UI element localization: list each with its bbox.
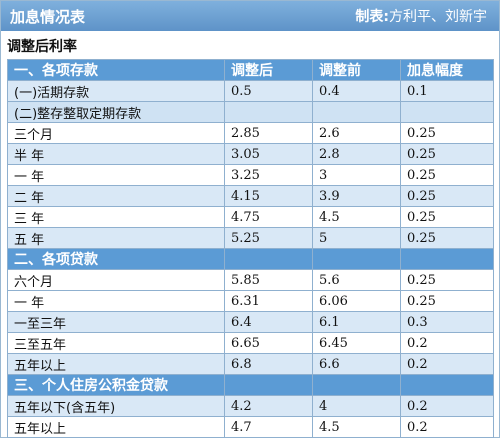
table-row: 三至五年 6.65 6.45 0.2 [7, 332, 494, 354]
adjusted-rate: 4.15 [224, 185, 313, 207]
previous-rate: 6.45 [312, 332, 401, 354]
rate-increase: 0.3 [400, 311, 494, 333]
row-label: 三至五年 [7, 332, 225, 354]
adjusted-rate: 3.05 [224, 143, 313, 165]
adjusted-rate: 4.2 [224, 395, 313, 417]
table-row: (一)活期存款 0.5 0.4 0.1 [7, 80, 494, 102]
table-row: 五年以上 4.7 4.5 0.2 [7, 416, 494, 438]
previous-rate: 6.06 [312, 290, 401, 312]
row-label: (一)活期存款 [7, 80, 225, 102]
header-bar: 加息情况表 制表:方利平、刘新宇 [1, 1, 499, 31]
rate-increase [400, 101, 494, 123]
row-label: 二、各项贷款 [7, 248, 225, 270]
row-label: (二)整存整取定期存款 [7, 101, 225, 123]
row-label: 半 年 [7, 143, 225, 165]
group-header-row: 二、各项贷款 [7, 248, 494, 270]
previous-rate: 2.8 [312, 143, 401, 165]
adjusted-rate: 6.65 [224, 332, 313, 354]
rate-increase: 0.25 [400, 122, 494, 144]
row-label: 六个月 [7, 269, 225, 291]
previous-rate: 4.5 [312, 416, 401, 438]
row-label: 一、各项存款 [7, 59, 225, 81]
table-row: 一 年 6.31 6.06 0.25 [7, 290, 494, 312]
rate-increase: 0.2 [400, 416, 494, 438]
credit-label: 制表: [355, 9, 389, 25]
rate-increase: 0.25 [400, 227, 494, 249]
row-label: 三、个人住房公积金贷款 [7, 374, 225, 396]
rate-increase: 0.25 [400, 164, 494, 186]
adjusted-rate: 2.85 [224, 122, 313, 144]
section-heading: 调整后利率 [7, 39, 77, 55]
previous-rate: 6.6 [312, 353, 401, 375]
table-row: 一 年 3.25 3 0.25 [7, 164, 494, 186]
adjusted-rate [224, 374, 313, 396]
rate-increase: 0.25 [400, 185, 494, 207]
previous-rate [312, 374, 401, 396]
rate-increase: 加息幅度 [400, 59, 494, 81]
previous-rate: 4 [312, 395, 401, 417]
rate-increase: 0.1 [400, 80, 494, 102]
table-row: 六个月 5.85 5.6 0.25 [7, 269, 494, 291]
row-label: 一 年 [7, 290, 225, 312]
previous-rate: 调整前 [312, 59, 401, 81]
previous-rate: 0.4 [312, 80, 401, 102]
previous-rate [312, 101, 401, 123]
previous-rate: 6.1 [312, 311, 401, 333]
table-row: 三 年 4.75 4.5 0.25 [7, 206, 494, 228]
adjusted-rate: 6.8 [224, 353, 313, 375]
rate-increase [400, 374, 494, 396]
adjusted-rate: 3.25 [224, 164, 313, 186]
adjusted-rate [224, 248, 313, 270]
rate-increase [400, 248, 494, 270]
adjusted-rate: 5.85 [224, 269, 313, 291]
table-row: 五年以下(含五年) 4.2 4 0.2 [7, 395, 494, 417]
previous-rate: 4.5 [312, 206, 401, 228]
row-label: 二 年 [7, 185, 225, 207]
rate-increase: 0.2 [400, 332, 494, 354]
table-row: 二 年 4.15 3.9 0.25 [7, 185, 494, 207]
rate-increase: 0.25 [400, 206, 494, 228]
table-row: 半 年 3.05 2.8 0.25 [7, 143, 494, 165]
row-label: 五年以上 [7, 353, 225, 375]
rate-increase: 0.2 [400, 395, 494, 417]
adjusted-rate: 4.75 [224, 206, 313, 228]
interest-rate-table: 一、各项存款 调整后 调整前 加息幅度 (一)活期存款 0.5 0.4 0.1 (二)整存整取定… [7, 59, 494, 438]
previous-rate: 2.6 [312, 122, 401, 144]
row-label: 五 年 [7, 227, 225, 249]
previous-rate: 5 [312, 227, 401, 249]
row-label: 一至三年 [7, 311, 225, 333]
table-row: 三个月 2.85 2.6 0.25 [7, 122, 494, 144]
interest-rate-table-body: 一、各项存款 调整后 调整前 加息幅度 (一)活期存款 0.5 0.4 0.1 (二)整存整取定… [7, 59, 494, 438]
previous-rate: 3 [312, 164, 401, 186]
table-row: 五 年 5.25 5 0.25 [7, 227, 494, 249]
table-row: 五年以上 6.8 6.6 0.2 [7, 353, 494, 375]
group-header-row: 三、个人住房公积金贷款 [7, 374, 494, 396]
adjusted-rate: 4.7 [224, 416, 313, 438]
group-header-row: 一、各项存款 调整后 调整前 加息幅度 [7, 59, 494, 81]
table-row: (二)整存整取定期存款 [7, 101, 494, 123]
adjusted-rate: 6.4 [224, 311, 313, 333]
rate-increase: 0.25 [400, 269, 494, 291]
credit-line: 制表:方利平、刘新宇 [355, 6, 487, 26]
adjusted-rate: 5.25 [224, 227, 313, 249]
credit-name: 方利平、刘新宇 [389, 9, 487, 25]
adjusted-rate: 6.31 [224, 290, 313, 312]
previous-rate: 5.6 [312, 269, 401, 291]
table-row: 一至三年 6.4 6.1 0.3 [7, 311, 494, 333]
previous-rate [312, 248, 401, 270]
rate-increase: 0.25 [400, 290, 494, 312]
row-label: 三个月 [7, 122, 225, 144]
adjusted-rate: 0.5 [224, 80, 313, 102]
previous-rate: 3.9 [312, 185, 401, 207]
adjusted-rate [224, 101, 313, 123]
row-label: 五年以下(含五年) [7, 395, 225, 417]
row-label: 五年以上 [7, 416, 225, 438]
row-label: 三 年 [7, 206, 225, 228]
row-label: 一 年 [7, 164, 225, 186]
adjusted-rate: 调整后 [224, 59, 313, 81]
table-title: 加息情况表 [10, 8, 86, 26]
rate-increase: 0.2 [400, 353, 494, 375]
rate-increase: 0.25 [400, 143, 494, 165]
